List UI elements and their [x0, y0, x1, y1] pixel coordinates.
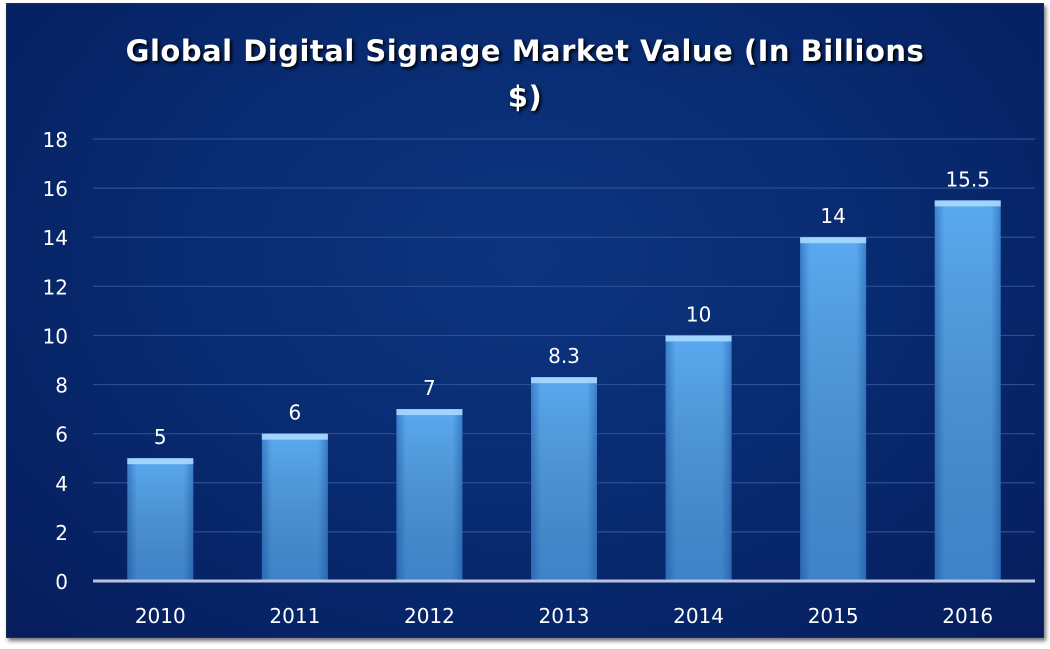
- y-tick-label: 12: [43, 275, 68, 299]
- data-label: 5: [154, 425, 167, 449]
- bar-top-bevel: [934, 200, 1001, 207]
- bar-shade: [127, 458, 194, 581]
- y-tick-label: 2: [55, 521, 68, 545]
- x-tick-label: 2012: [404, 604, 455, 628]
- y-tick-label: 4: [55, 472, 68, 496]
- bar-top-bevel: [800, 237, 867, 244]
- bar-shade: [396, 409, 463, 581]
- x-tick-label: 2011: [269, 604, 320, 628]
- bar-top-bevel: [127, 458, 194, 465]
- data-label: 8.3: [548, 344, 580, 368]
- x-tick-label: 2010: [135, 604, 186, 628]
- data-label: 6: [288, 401, 301, 425]
- y-tick-label: 18: [43, 128, 68, 152]
- y-tick-label: 14: [43, 226, 68, 250]
- chart-title: Global Digital Signage Market Value (In …: [125, 34, 925, 114]
- data-label: 7: [423, 376, 436, 400]
- data-label: 15.5: [945, 167, 990, 191]
- bar-top-bevel: [531, 377, 597, 384]
- bar-top-bevel: [396, 409, 463, 416]
- data-label: 10: [686, 302, 711, 326]
- bar-shade: [665, 335, 732, 581]
- y-tick-label: 0: [55, 570, 68, 594]
- x-tick-label: 2015: [808, 604, 859, 628]
- bar-shade: [261, 433, 328, 581]
- y-tick-label: 10: [43, 324, 68, 348]
- bar-top-bevel: [665, 335, 732, 342]
- x-tick-label: 2013: [539, 604, 590, 628]
- y-tick-label: 16: [43, 177, 68, 201]
- data-label: 14: [820, 204, 845, 228]
- bar-shade: [800, 237, 867, 581]
- chart-title-wrap: Global Digital Signage Market Value (In …: [0, 28, 1050, 120]
- bar-shade: [531, 377, 597, 581]
- bar-top-bevel: [261, 433, 328, 440]
- bar-shade: [934, 200, 1001, 581]
- x-tick-label: 2016: [942, 604, 993, 628]
- x-tick-label: 2014: [673, 604, 724, 628]
- y-tick-label: 8: [55, 374, 68, 398]
- y-tick-label: 6: [55, 423, 68, 447]
